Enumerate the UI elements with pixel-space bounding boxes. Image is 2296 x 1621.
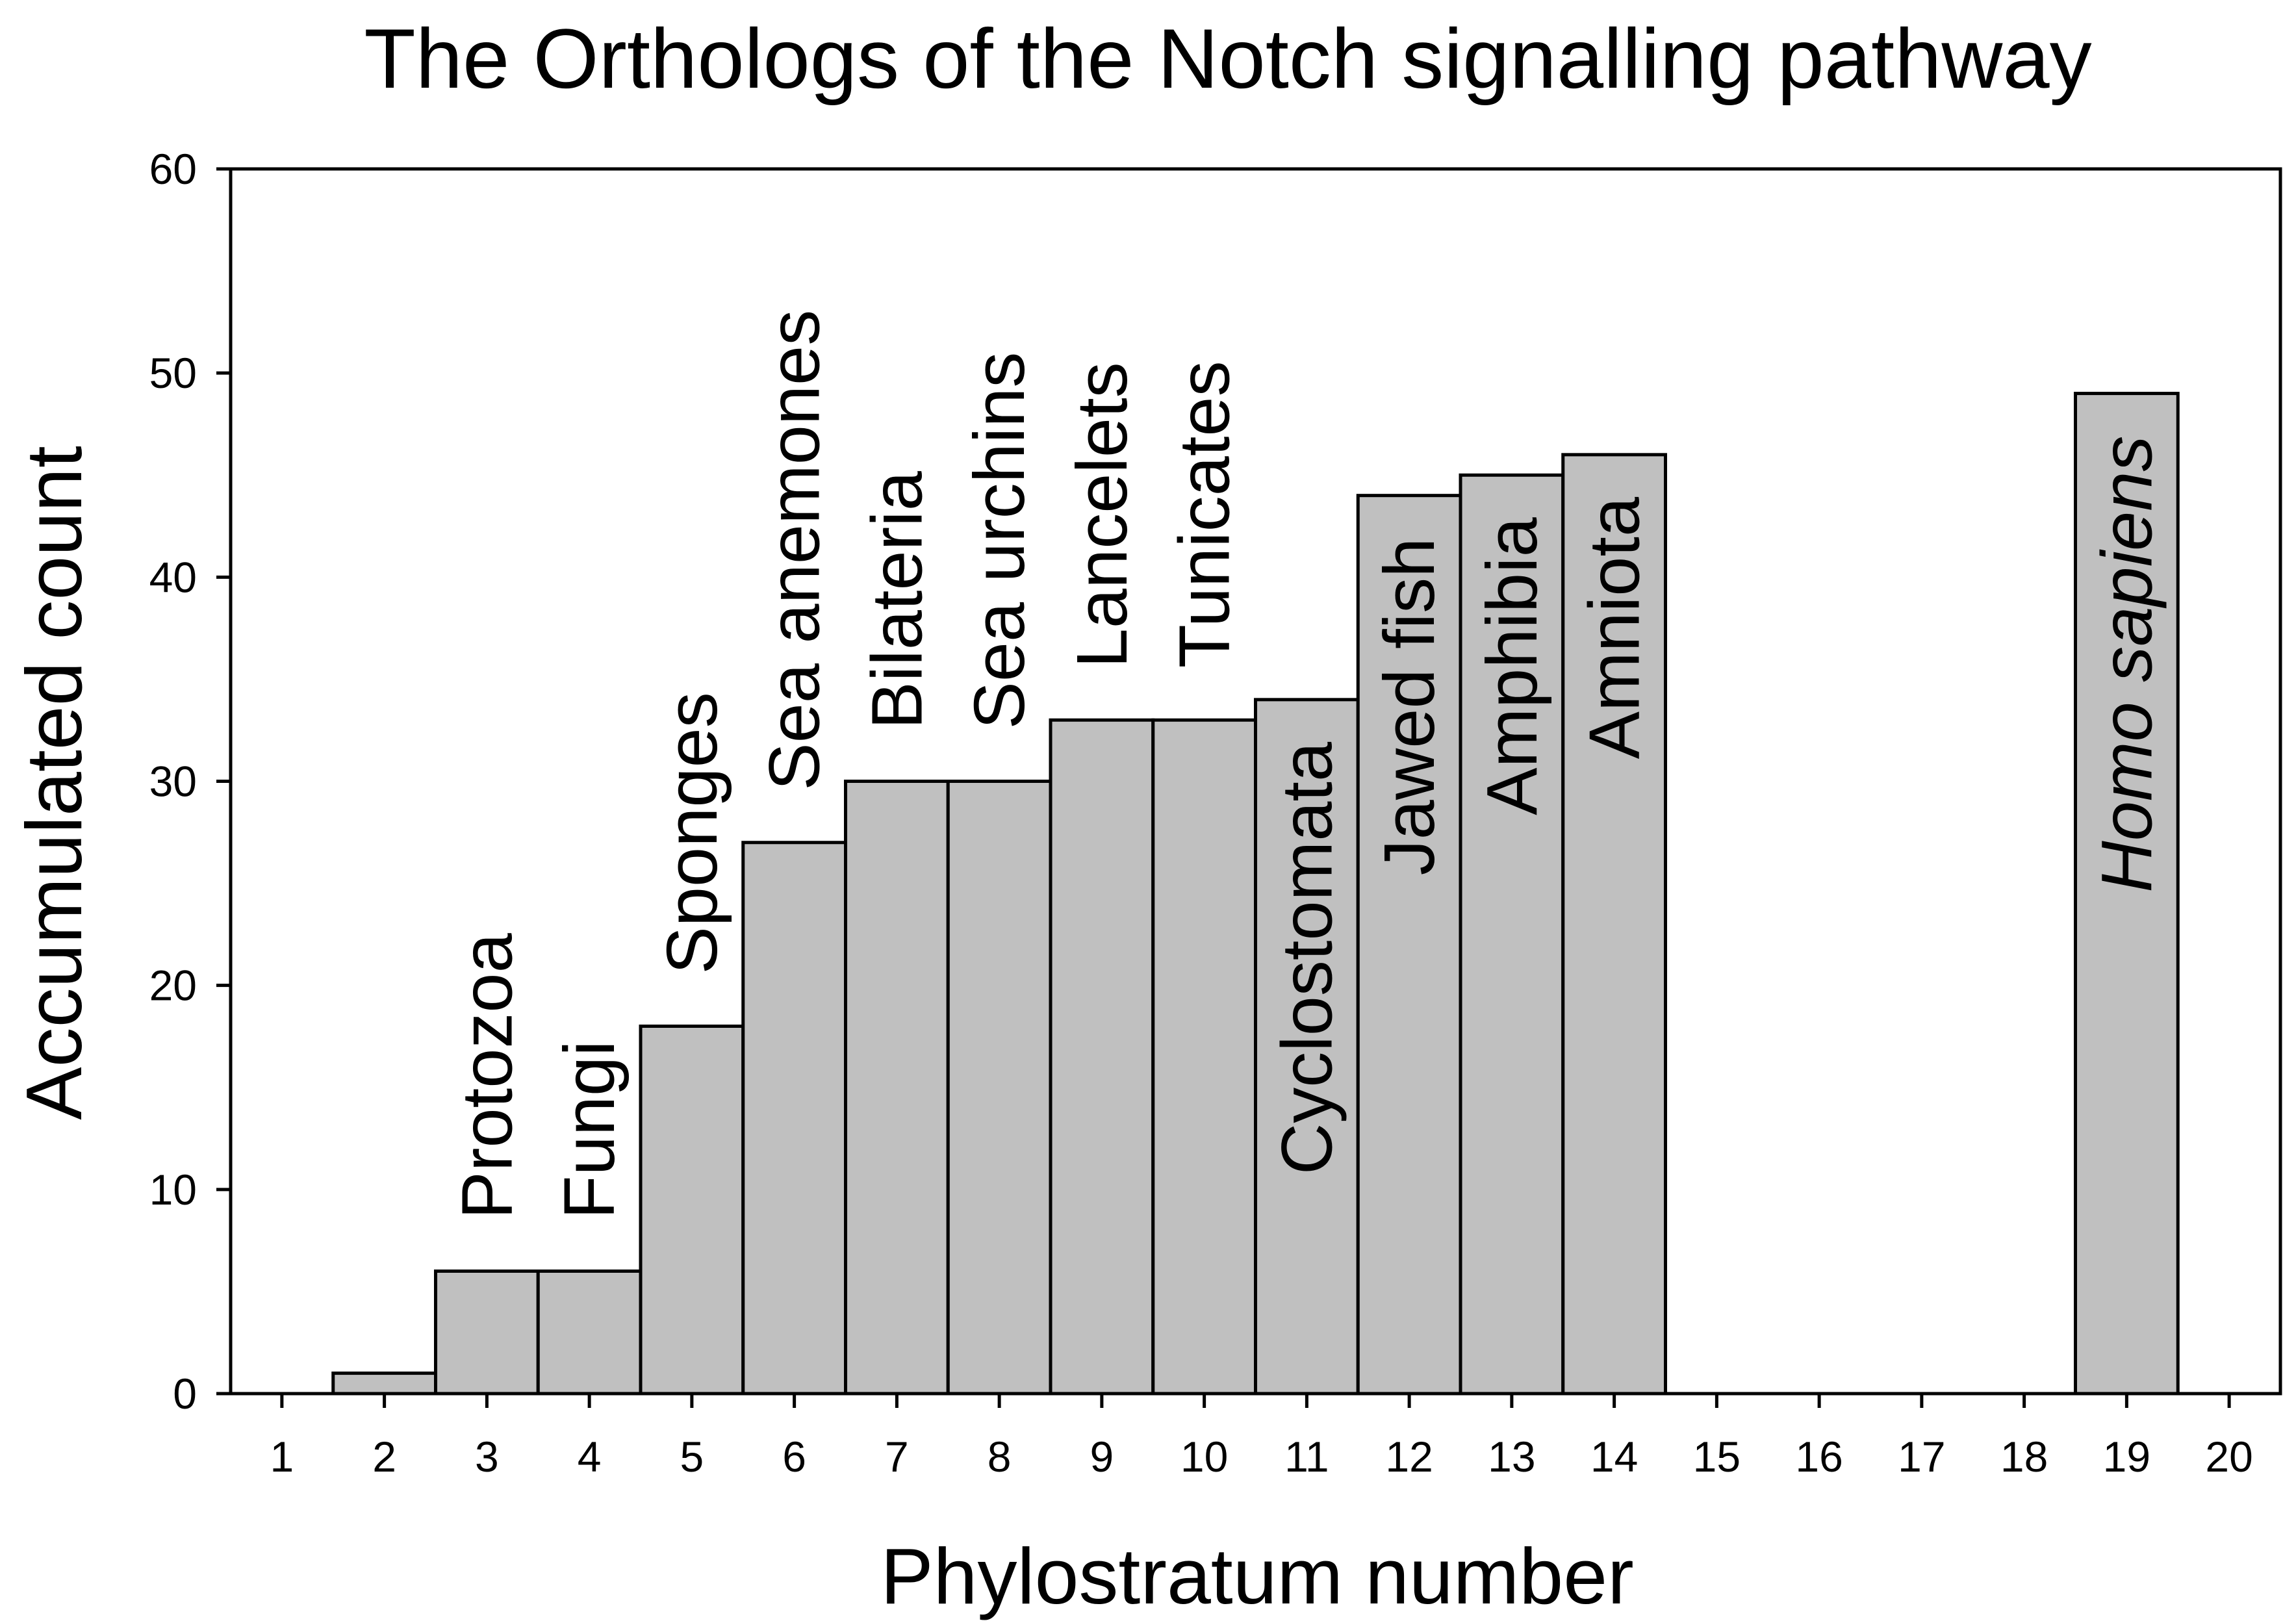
bars <box>331 392 2180 1396</box>
x-tick-label-4: 4 <box>578 1433 602 1481</box>
bar-labels: Protozoa Fungi Sponges Sea anemones Bilateri… <box>447 310 2167 1219</box>
y-tick-label-40: 40 <box>149 553 197 601</box>
x-tick-label-12: 12 <box>1385 1433 1433 1481</box>
x-tick-label-17: 17 <box>1898 1433 1945 1481</box>
bar-14 <box>1561 453 1667 1396</box>
bar-11 <box>1254 698 1360 1396</box>
bar-2 <box>331 1372 437 1396</box>
bar-3 <box>434 1270 540 1396</box>
x-tick-label-18: 18 <box>2000 1433 2048 1481</box>
y-tick-label-60: 60 <box>149 145 197 193</box>
x-tick-label-3: 3 <box>475 1433 499 1481</box>
bar-annotation-10: Tunicates <box>1165 361 1245 668</box>
y-axis-ticks: 0 10 20 30 40 50 60 <box>149 145 231 1418</box>
x-tick-label-2: 2 <box>372 1433 396 1481</box>
y-tick-label-0: 0 <box>173 1370 197 1418</box>
bar-9 <box>1049 718 1155 1396</box>
y-tick-label-10: 10 <box>149 1166 197 1214</box>
x-tick-label-15: 15 <box>1693 1433 1741 1481</box>
x-tick-label-20: 20 <box>2205 1433 2252 1481</box>
x-tick-label-13: 13 <box>1488 1433 1535 1481</box>
bar-annotation-13: Amphibia <box>1472 517 1552 815</box>
x-tick-label-1: 1 <box>270 1433 294 1481</box>
bar-annotation-19: Homo sapiens <box>2087 436 2167 893</box>
bar-annotation-6: Sea anemones <box>755 310 835 791</box>
x-tick-label-11: 11 <box>1284 1433 1329 1481</box>
y-tick-label-50: 50 <box>149 349 197 397</box>
x-tick-label-19: 19 <box>2103 1433 2150 1481</box>
bar-annotation-4: Fungi <box>550 1040 630 1219</box>
bar-4 <box>536 1270 643 1396</box>
bar-annotation-7: Bilateria <box>857 470 937 729</box>
bar-annotation-12: Jawed fish <box>1370 538 1449 876</box>
bar-5 <box>639 1025 745 1396</box>
x-tick-label-8: 8 <box>988 1433 1012 1481</box>
bar-10 <box>1151 718 1257 1396</box>
x-tick-label-9: 9 <box>1090 1433 1114 1481</box>
x-axis-ticks: 1 2 3 4 5 6 7 8 9 10 11 12 13 14 15 16 17 18 19 20 <box>270 1394 2253 1481</box>
bar-6 <box>741 841 847 1396</box>
x-tick-label-5: 5 <box>680 1433 704 1481</box>
bar-8 <box>946 780 1052 1396</box>
bar-7 <box>844 780 950 1396</box>
x-tick-label-14: 14 <box>1590 1433 1638 1481</box>
bar-annotation-9: Lancelets <box>1062 362 1142 668</box>
x-tick-label-7: 7 <box>885 1433 909 1481</box>
x-tick-label-10: 10 <box>1180 1433 1228 1481</box>
bar-annotation-8: Sea urchins <box>960 352 1040 730</box>
bar-annotation-11: Cyclostomata <box>1267 741 1347 1175</box>
x-tick-label-6: 6 <box>782 1433 806 1481</box>
x-axis-label: Phylostratum number <box>880 1532 1633 1620</box>
x-tick-label-16: 16 <box>1795 1433 1843 1481</box>
bar-annotation-5: Sponges <box>652 692 732 974</box>
bar-13 <box>1459 473 1565 1396</box>
y-tick-label-20: 20 <box>149 962 197 1010</box>
bar-12 <box>1356 494 1462 1396</box>
y-axis-label: Accumulated count <box>10 446 98 1120</box>
y-tick-label-30: 30 <box>149 758 197 806</box>
chart-title: The Orthologs of the Notch signalling pa… <box>364 11 2091 106</box>
bar-annotation-14: Amniota <box>1575 496 1655 759</box>
bar-annotation-3: Protozoa <box>447 932 527 1219</box>
